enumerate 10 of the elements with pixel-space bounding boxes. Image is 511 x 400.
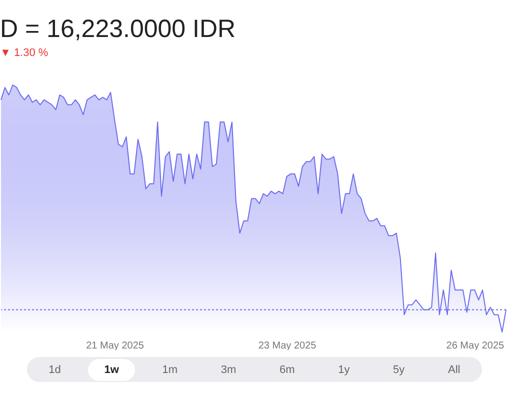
- text: 3m: [220, 362, 238, 378]
- text: 1d: [48, 362, 62, 378]
- chart-subtitle: ▼ 1.30 %: [0, 47, 48, 59]
- text: 5y: [392, 362, 406, 378]
- text: All: [446, 362, 462, 378]
- text: 1m: [161, 362, 179, 378]
- text: 1w: [88, 358, 135, 380]
- text: 1y: [337, 362, 351, 378]
- chart-title: D = 16,223.0000 IDR: [0, 14, 236, 44]
- text: 6m: [278, 362, 296, 378]
